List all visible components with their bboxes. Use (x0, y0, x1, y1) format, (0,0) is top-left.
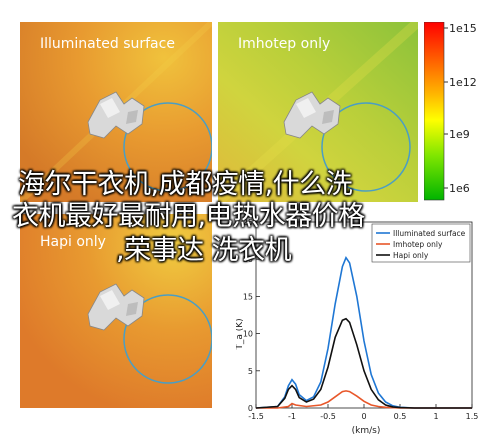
series-lines (255, 256, 472, 409)
y-tick-label: 0 (248, 404, 253, 413)
orbit-circle (321, 102, 411, 192)
panel-title: Hapi only (40, 234, 106, 250)
y-tick-label: 10 (243, 330, 253, 339)
x-axis-label: (km/s) (352, 426, 381, 435)
orbit-circle (123, 102, 212, 192)
legend-label: Hapi only (393, 251, 429, 260)
comet-nucleus-icon (283, 91, 341, 139)
panel-title: Imhotep only (238, 36, 331, 52)
series-line-illuminated-surface (255, 256, 472, 409)
comet-nucleus-icon (87, 91, 145, 139)
comet-nucleus-icon (87, 283, 145, 331)
colorbar-label: 1e9 (449, 128, 470, 141)
colorbar-gradient (424, 22, 445, 201)
panel-imhotep-only-map (218, 22, 418, 202)
series-line-hapi-only (255, 317, 472, 409)
orbit-circle (123, 294, 212, 384)
panel-title: Illuminated surface (40, 36, 175, 52)
y-tick-label: 5 (248, 367, 253, 376)
panel-illuminated-surface: Illuminated surface (20, 22, 212, 202)
overlay-text-line: 海尔干衣机,成都疫情,什么洗 (18, 169, 353, 200)
x-tick-label: 1 (433, 412, 438, 421)
series-line-imhotep-only (256, 390, 472, 409)
legend-label: Imhotep only (393, 240, 443, 249)
panel-hapi-only-map (20, 214, 212, 408)
x-tick-label: -1.5 (248, 412, 264, 421)
axes: -1.5 -1 -0.5 0 0.5 1 1.5 0 5 10 15 20 25 (243, 218, 479, 421)
x-tick-label: -0.5 (320, 412, 336, 421)
line-chart: -1.5 -1 -0.5 0 0.5 1 1.5 0 5 10 15 20 25 Illuminated… (236, 214, 486, 435)
colorbar-label: 1e6 (449, 182, 470, 195)
colorbar-label: 1e15 (449, 22, 477, 35)
colorbar: 1e15 1e12 1e9 1e6 (424, 22, 477, 201)
x-tick-label: 0.5 (394, 412, 407, 421)
y-tick-label: 15 (243, 292, 253, 301)
overlay-text-line: ,荣事达 洗衣机 (116, 235, 292, 266)
y-tick-label: 20 (243, 255, 253, 264)
x-tick-label: -1 (288, 412, 296, 421)
legend: Illuminated surface Imhotep only Hapi only (371, 223, 471, 263)
colorbar-label: 1e12 (449, 76, 477, 89)
x-tick-label: 0 (361, 412, 366, 421)
overlay-text-line: 衣机最好最耐用,电热水器价格 (12, 201, 365, 232)
panel-hapi-only: Hapi only (20, 214, 212, 408)
panel-illuminated-surface-map (20, 22, 212, 202)
legend-label: Illuminated surface (393, 229, 466, 238)
panel-imhotep-only: Imhotep only (218, 22, 418, 202)
x-tick-label: 1.5 (466, 412, 479, 421)
y-axis-label: T_a (K) (236, 318, 245, 350)
y-tick-label: 25 (243, 218, 253, 227)
